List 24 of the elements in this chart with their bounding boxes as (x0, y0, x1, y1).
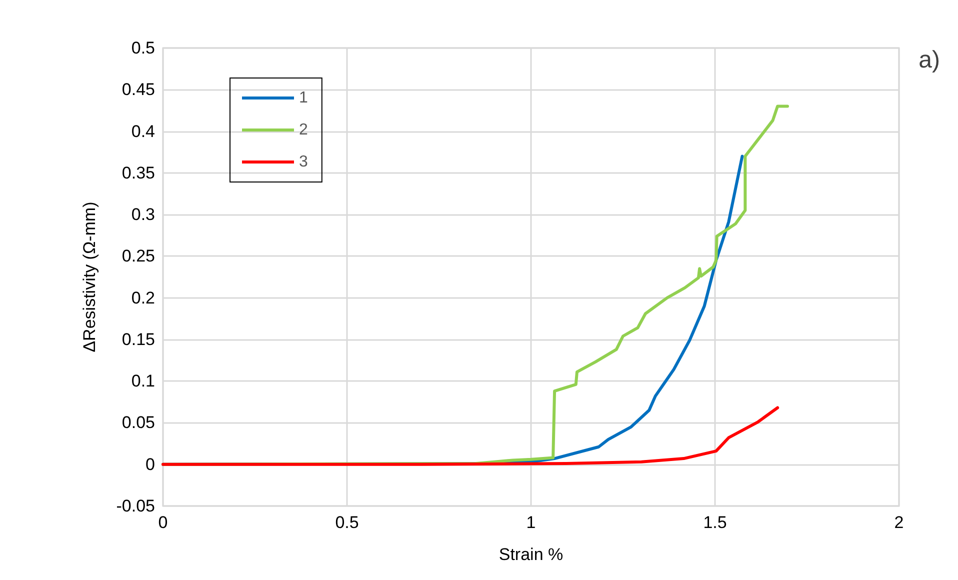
y-tick-label: 0.2 (131, 288, 155, 308)
y-tick-label: 0 (146, 454, 155, 474)
y-tick-label: 0.4 (131, 122, 155, 141)
y-tick-label: 0.15 (122, 330, 155, 349)
y-tick-label: 0.45 (122, 80, 155, 100)
y-tick-label: 0.35 (122, 163, 155, 182)
y-tick-label: 0.5 (131, 38, 155, 58)
line-series (162, 406, 780, 466)
y-axis-title: ΔResistivity (Ω-mm) (80, 202, 99, 352)
y-tick-label: 0.3 (131, 205, 155, 224)
x-tick-label: 2 (894, 513, 904, 532)
text: a) (918, 46, 940, 74)
x-axis-title: Strain % (498, 545, 564, 564)
x-tick-label: 0.5 (335, 513, 359, 532)
y-tick-label: -0.05 (116, 496, 155, 516)
legend-label: 1 (299, 90, 308, 106)
y-tick-label: 0.25 (122, 246, 155, 266)
x-tick-label: 1.5 (703, 513, 727, 532)
legend-label: 2 (299, 122, 308, 138)
legend-label: 3 (299, 154, 308, 170)
x-tick-label: 0 (158, 513, 168, 532)
x-tick-label: 1 (526, 513, 536, 532)
y-tick-label: 0.05 (122, 413, 155, 432)
y-tick-label: 0.1 (131, 372, 155, 391)
